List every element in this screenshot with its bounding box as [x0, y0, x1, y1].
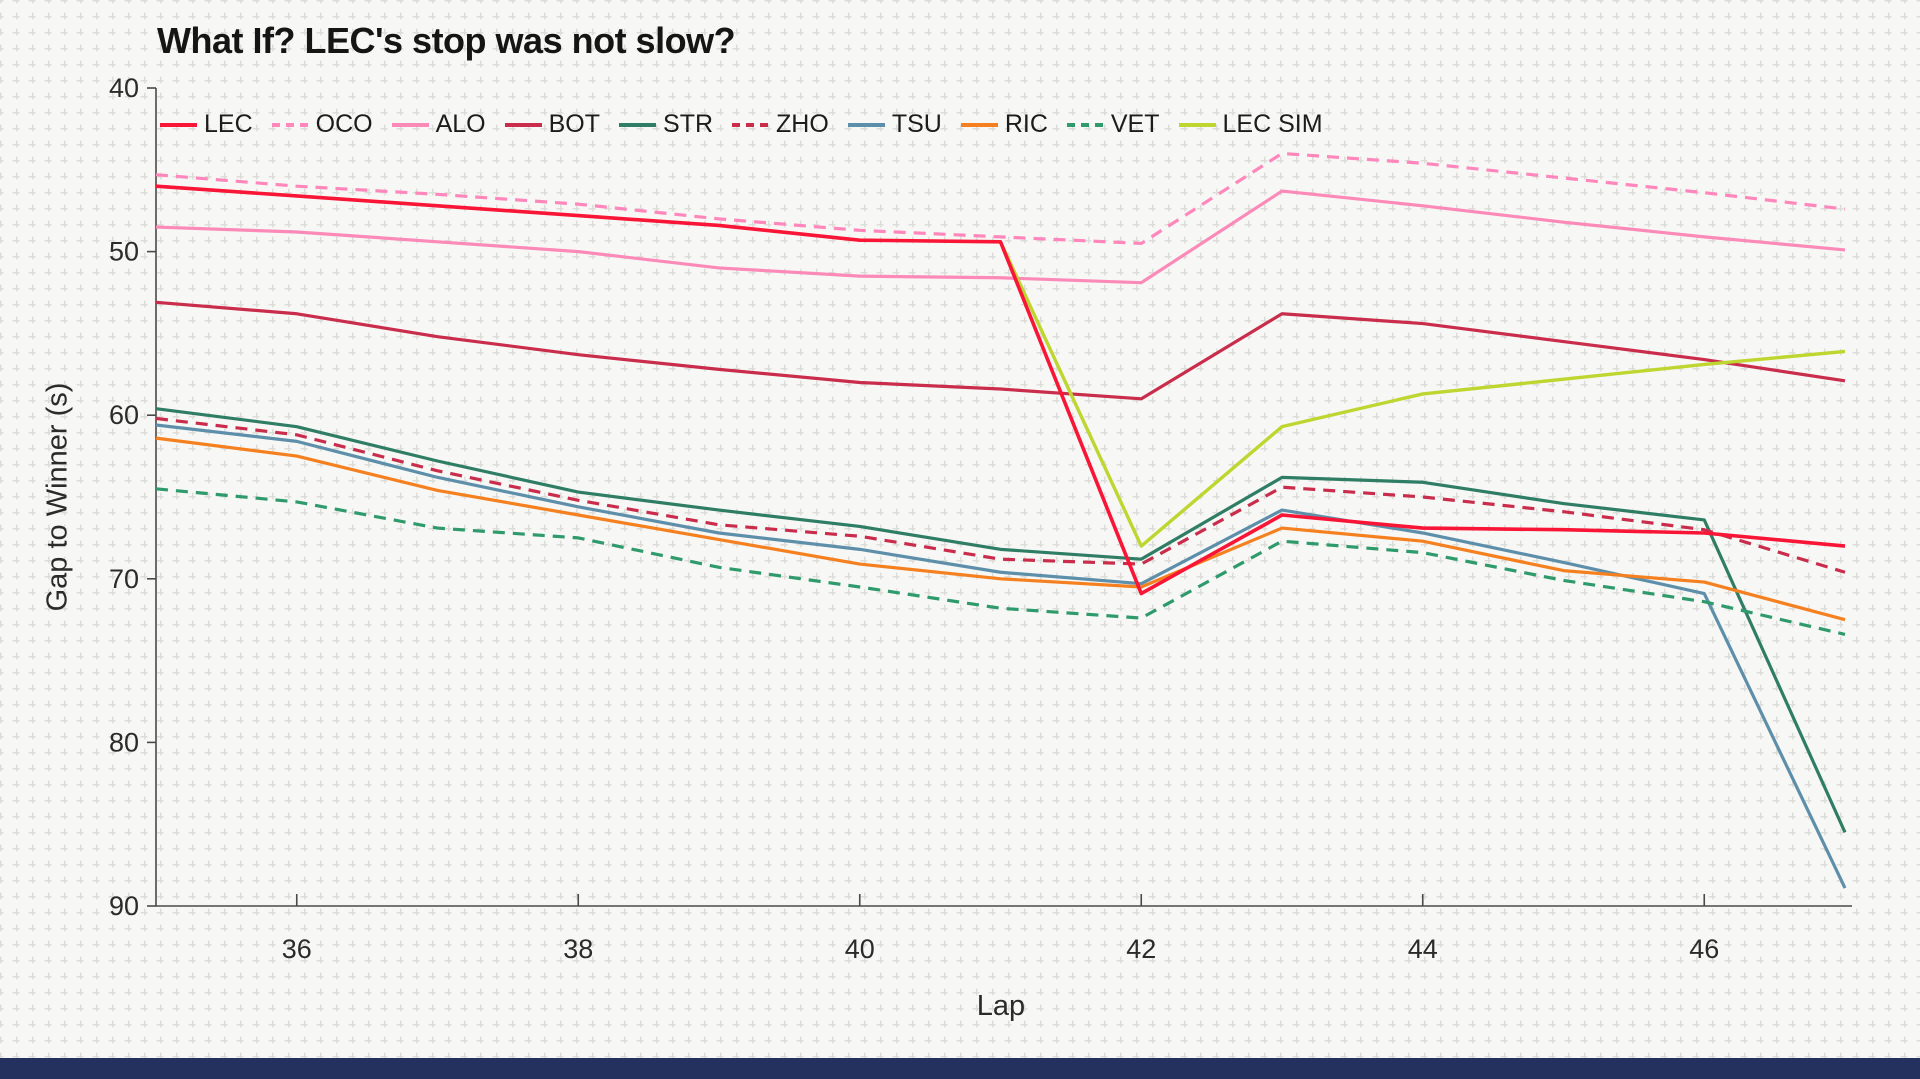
- series-line-tsu: [155, 423, 1847, 889]
- legend-line-sample: [960, 122, 998, 127]
- legend-item-str: STR: [619, 110, 713, 139]
- legend-item-lec: LEC: [160, 110, 253, 139]
- legend-line-sample: [732, 122, 770, 127]
- legend-line-sample: [1066, 122, 1104, 127]
- x-tick-label: 36: [282, 934, 312, 964]
- x-axis-label: Lap: [976, 990, 1026, 1022]
- y-tick-label: 40: [109, 73, 139, 103]
- series-line-lec: [155, 184, 1846, 596]
- x-tick-label: 42: [1126, 934, 1156, 964]
- legend-label: BOT: [548, 110, 601, 138]
- legend-item-ric: RIC: [960, 110, 1048, 139]
- legend-label: LEC SIM: [1222, 110, 1323, 138]
- legend-line-sample: [504, 122, 542, 127]
- legend-label: VET: [1110, 110, 1160, 138]
- legend-line-sample: [1178, 122, 1216, 127]
- legend-label: ALO: [435, 110, 486, 138]
- chart-legend: LEC OCO ALO BOT STR ZHO TSU RIC VET LEC SIM: [160, 110, 1342, 139]
- y-axis-label: Gap to Winner (s): [41, 382, 74, 612]
- legend-label: OCO: [315, 110, 373, 138]
- legend-line-sample: [160, 122, 197, 127]
- x-tick-label: 46: [1689, 934, 1719, 964]
- legend-line-sample: [391, 122, 429, 127]
- legend-item-oco: OCO: [271, 110, 373, 139]
- series-line-ric: [155, 436, 1846, 622]
- y-tick-label: 50: [109, 237, 139, 267]
- x-tick-label: 38: [563, 934, 593, 964]
- y-tick-label: 60: [109, 400, 139, 430]
- series-line-bot: [155, 300, 1846, 401]
- legend-item-tsu: TSU: [847, 110, 942, 139]
- series-line-alo: [155, 189, 1846, 285]
- x-tick-label: 44: [1408, 934, 1438, 964]
- legend-line-sample: [847, 122, 885, 127]
- legend-item-alo: ALO: [391, 110, 486, 139]
- legend-label: RIC: [1004, 110, 1048, 138]
- chart-title: What If? LEC's stop was not slow?: [157, 20, 736, 61]
- legend-label: ZHO: [776, 110, 829, 138]
- footer-bar: [0, 1058, 1920, 1079]
- legend-label: TSU: [891, 110, 942, 138]
- legend-line-sample: [271, 122, 309, 127]
- series-line-vet: [155, 487, 1846, 636]
- y-tick-label: 80: [109, 727, 139, 757]
- y-tick-label: 90: [109, 891, 139, 921]
- legend-label: LEC: [204, 110, 253, 138]
- series-line-lec-sim: [998, 241, 1846, 548]
- y-tick-label: 70: [109, 564, 139, 594]
- legend-line-sample: [619, 122, 657, 127]
- legend-item-bot: BOT: [504, 110, 601, 139]
- legend-label: STR: [663, 110, 714, 138]
- series-line-str: [155, 407, 1847, 834]
- legend-item-zho: ZHO: [732, 110, 829, 139]
- legend-item-lec-sim: LEC SIM: [1178, 110, 1323, 139]
- series-line-zho: [155, 416, 1846, 574]
- series-line-oco: [155, 151, 1846, 246]
- x-tick-label: 40: [845, 934, 875, 964]
- legend-item-vet: VET: [1066, 110, 1160, 139]
- axes-spines: [155, 88, 1852, 907]
